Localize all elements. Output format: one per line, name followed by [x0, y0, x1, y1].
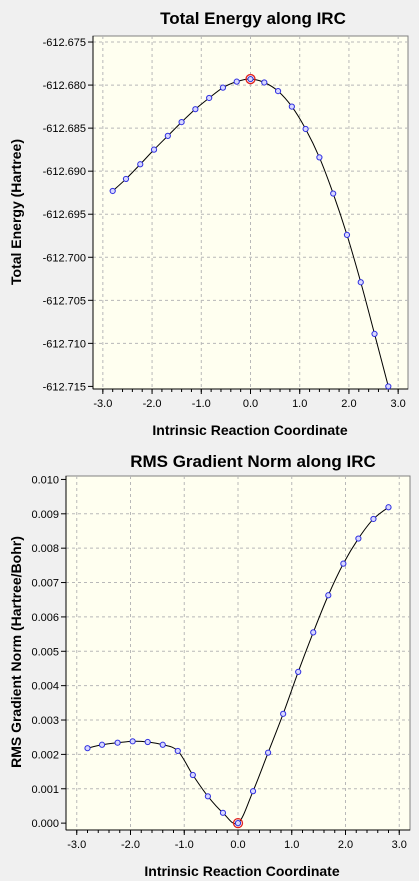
data-point-energy: [206, 94, 213, 102]
x-tick-label-gradient: -2.0: [121, 839, 140, 851]
data-point-energy: [371, 330, 378, 337]
y-tick-label-gradient: 0.008: [31, 543, 59, 555]
x-tick-label-energy: 0.0: [243, 398, 258, 410]
x-tick-label-gradient: -1.0: [175, 839, 194, 851]
data-point-gradient: [340, 560, 347, 567]
y-axis-label-energy: Total Energy (Hartree): [8, 139, 24, 285]
data-point-energy: [343, 231, 351, 238]
data-point-gradient: [325, 592, 332, 599]
data-point-gradient: [234, 820, 242, 827]
data-point-gradient: [189, 771, 196, 779]
data-point-gradient: [370, 515, 377, 523]
x-tick-label-energy: 3.0: [391, 398, 406, 410]
data-point-energy: [330, 190, 337, 197]
data-point-gradient: [159, 741, 166, 748]
data-point-gradient: [114, 739, 121, 746]
plot-group-energy: -3.0 -2.0 -1.0 0.0 1.0 2.0 3.0 -612.675 -612.680…: [43, 35, 409, 410]
x-tick-label-energy: -3.0: [93, 398, 112, 410]
data-point-energy: [122, 175, 130, 183]
data-point-energy: [247, 75, 254, 83]
y-tick-label-energy: -612.675: [43, 37, 86, 49]
y-tick-label-gradient: 0.010: [31, 474, 59, 486]
x-tick-label-energy: -2.0: [143, 398, 162, 410]
y-tick-label-gradient: 0.002: [31, 749, 59, 761]
data-point-gradient: [129, 738, 136, 745]
y-tick-label-gradient: 0.004: [31, 681, 59, 693]
y-axis-label-gradient: RMS Gradient Norm (Hartree/Bohr): [8, 536, 24, 768]
y-tick-label-gradient: 0.000: [31, 818, 59, 830]
chart-title-energy: Total Energy along IRC: [160, 9, 346, 28]
y-tick-label-energy: -612.700: [43, 252, 86, 264]
data-point-energy: [233, 78, 240, 85]
x-tick-label-gradient: 0.0: [230, 839, 245, 851]
y-tick-label-gradient: 0.007: [31, 578, 59, 590]
data-point-energy: [219, 84, 227, 91]
x-tick-label-energy: 1.0: [292, 398, 307, 410]
data-point-energy: [288, 103, 295, 110]
y-tick-label-gradient: 0.006: [31, 612, 59, 624]
chart-title-gradient: RMS Gradient Norm along IRC: [130, 452, 376, 471]
x-axis-label-energy: Intrinsic Reaction Coordinate: [152, 422, 347, 438]
data-point-gradient: [144, 738, 151, 746]
data-point-energy: [261, 79, 268, 86]
data-point-gradient: [310, 629, 317, 636]
y-tick-label-energy: -612.715: [43, 381, 86, 393]
y-tick-label-energy: -612.690: [43, 166, 86, 178]
y-tick-label-energy: -612.680: [43, 80, 86, 92]
data-point-gradient: [219, 809, 227, 816]
data-point-gradient: [84, 745, 91, 752]
y-tick-label-energy: -612.695: [43, 209, 86, 221]
data-point-gradient: [204, 793, 211, 800]
data-point-energy: [150, 146, 158, 153]
x-tick-label-gradient: 2.0: [338, 839, 353, 851]
data-point-energy: [178, 118, 185, 126]
x-axis-label-gradient: Intrinsic Reaction Coordinate: [144, 863, 339, 879]
data-point-energy: [385, 383, 392, 390]
data-point-energy: [302, 125, 309, 133]
data-point-energy: [109, 187, 116, 195]
data-point-gradient: [174, 747, 181, 755]
x-tick-label-energy: -1.0: [192, 398, 211, 410]
y-tick-label-gradient: 0.001: [31, 784, 59, 796]
current-point-marker-energy: [245, 73, 256, 85]
data-point-energy: [137, 161, 144, 168]
y-tick-label-gradient: 0.009: [31, 509, 59, 521]
data-point-gradient: [249, 788, 257, 795]
data-point-energy: [192, 106, 199, 113]
x-tick-label-energy: 2.0: [341, 398, 356, 410]
data-point-energy: [316, 154, 323, 161]
plot-group-gradient: -3.0 -2.0 -1.0 0.0 1.0 2.0 3.0 0.000 0.001 0.002 0…: [31, 474, 411, 851]
data-point-gradient: [385, 504, 392, 511]
data-point-gradient: [98, 741, 106, 748]
x-tick-label-gradient: -3.0: [67, 839, 86, 851]
current-point-marker-gradient: [232, 817, 244, 829]
y-tick-label-energy: -612.685: [43, 123, 86, 135]
y-tick-label-gradient: 0.005: [31, 646, 59, 658]
x-tick-label-gradient: 3.0: [392, 839, 407, 851]
data-point-energy: [274, 88, 282, 95]
data-point-gradient: [355, 535, 362, 542]
data-point-gradient: [295, 668, 302, 676]
data-point-gradient: [280, 710, 287, 717]
data-point-energy: [164, 132, 171, 139]
data-point-gradient: [265, 749, 272, 756]
x-tick-label-gradient: 1.0: [284, 839, 299, 851]
y-tick-label-energy: -612.710: [43, 338, 86, 350]
y-tick-label-energy: -612.705: [43, 295, 86, 307]
y-tick-label-gradient: 0.003: [31, 715, 59, 727]
data-point-energy: [357, 279, 364, 286]
